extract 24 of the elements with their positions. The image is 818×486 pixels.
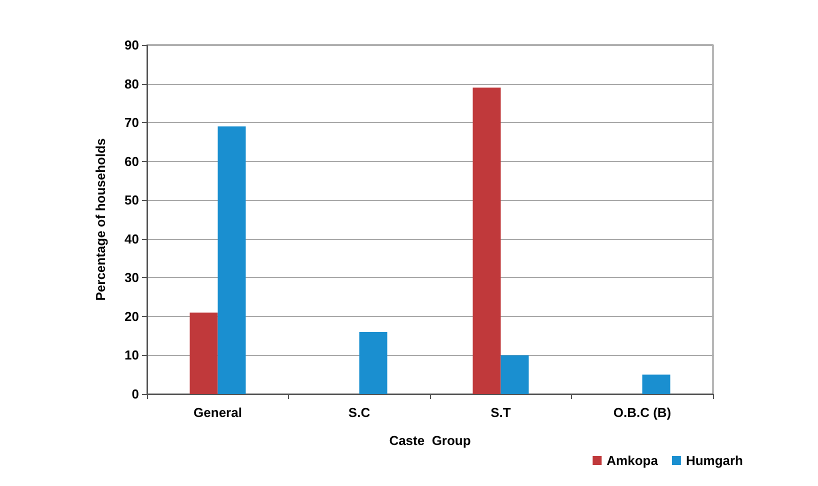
x-tick-label: General	[194, 405, 242, 420]
y-tick-label: 80	[124, 76, 139, 92]
y-tick-label: 90	[124, 38, 139, 52]
x-tick-label: O.B.C (B)	[613, 405, 672, 420]
bar	[642, 374, 670, 394]
y-tick-label: 60	[124, 154, 139, 169]
bar	[472, 88, 501, 394]
bar	[359, 332, 388, 394]
x-tick-label: S.T	[490, 405, 511, 420]
y-tick-label: 40	[124, 231, 139, 246]
y-tick-label: 10	[124, 348, 139, 363]
x-tick-label: S.C	[348, 405, 371, 420]
y-tick-label: 70	[124, 115, 139, 130]
y-tick-label: 30	[124, 270, 139, 286]
legend-label: Humgarh	[686, 453, 744, 468]
y-axis-title: Percentage of households	[93, 138, 108, 301]
y-tick-label: 50	[124, 192, 139, 208]
bar	[190, 312, 218, 394]
bar	[218, 126, 246, 394]
y-tick-label: 20	[124, 308, 139, 324]
bar	[500, 355, 529, 394]
x-axis-title: Caste Group	[389, 433, 471, 448]
y-tick-label: 0	[132, 386, 139, 402]
legend-label: Amkopa	[606, 453, 659, 468]
